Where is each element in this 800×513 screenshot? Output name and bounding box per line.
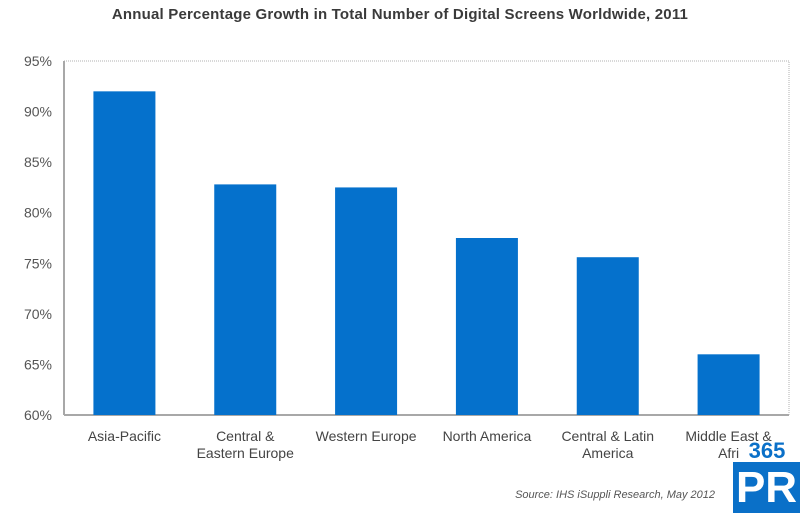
x-tick-label-line: Middle East & [685,428,772,444]
x-tick-label-line: Afri [718,445,739,461]
x-tick-label: Central & Latin America [561,428,654,461]
bars [93,91,760,415]
y-tick-label: 90% [24,104,52,120]
x-tick-label: Central & Eastern Europe [197,428,294,461]
bar [576,257,639,415]
watermark-letters: PR [733,462,800,513]
watermark-logo: 365 PR [733,440,800,513]
y-tick-label: 95% [24,53,52,69]
y-tick-label: 75% [24,255,52,271]
x-tick-label: Asia-Pacific [88,428,161,444]
bar [455,238,518,415]
x-tick-label-line: North America [443,428,532,444]
y-tick-label: 65% [24,356,52,372]
bar [214,184,277,415]
x-tick-label-line: America [582,445,634,461]
source-note: Source: IHS iSuppli Research, May 2012 [515,489,715,501]
y-tick-label: 85% [24,154,52,170]
y-tick-label: 70% [24,306,52,322]
x-tick-label: North America [443,428,532,444]
bar [697,354,760,415]
x-tick-label-line: Eastern Europe [197,445,294,461]
axes [63,60,790,416]
y-tick-labels: 60% 65% 70% 75% 80% 85% 90% 95% [24,53,52,423]
x-tick-label-line: Central & [216,428,275,444]
x-tick-label-line: Western Europe [316,428,417,444]
plot-area-border [63,60,790,416]
x-tick-label: Western Europe [316,428,417,444]
y-tick-label: 60% [24,407,52,423]
watermark-number: 365 [748,438,786,463]
x-tick-labels: Asia-Pacific Central & Eastern Europe Weste… [88,428,773,461]
x-tick-label-line: Asia-Pacific [88,428,161,444]
y-tick-label: 80% [24,205,52,221]
bar [335,187,398,415]
bar [93,91,156,415]
x-tick-label: Middle East & Afri [685,428,772,461]
chart-title: Annual Percentage Growth in Total Number… [111,6,689,23]
x-tick-label-line: Central & Latin [561,428,654,444]
